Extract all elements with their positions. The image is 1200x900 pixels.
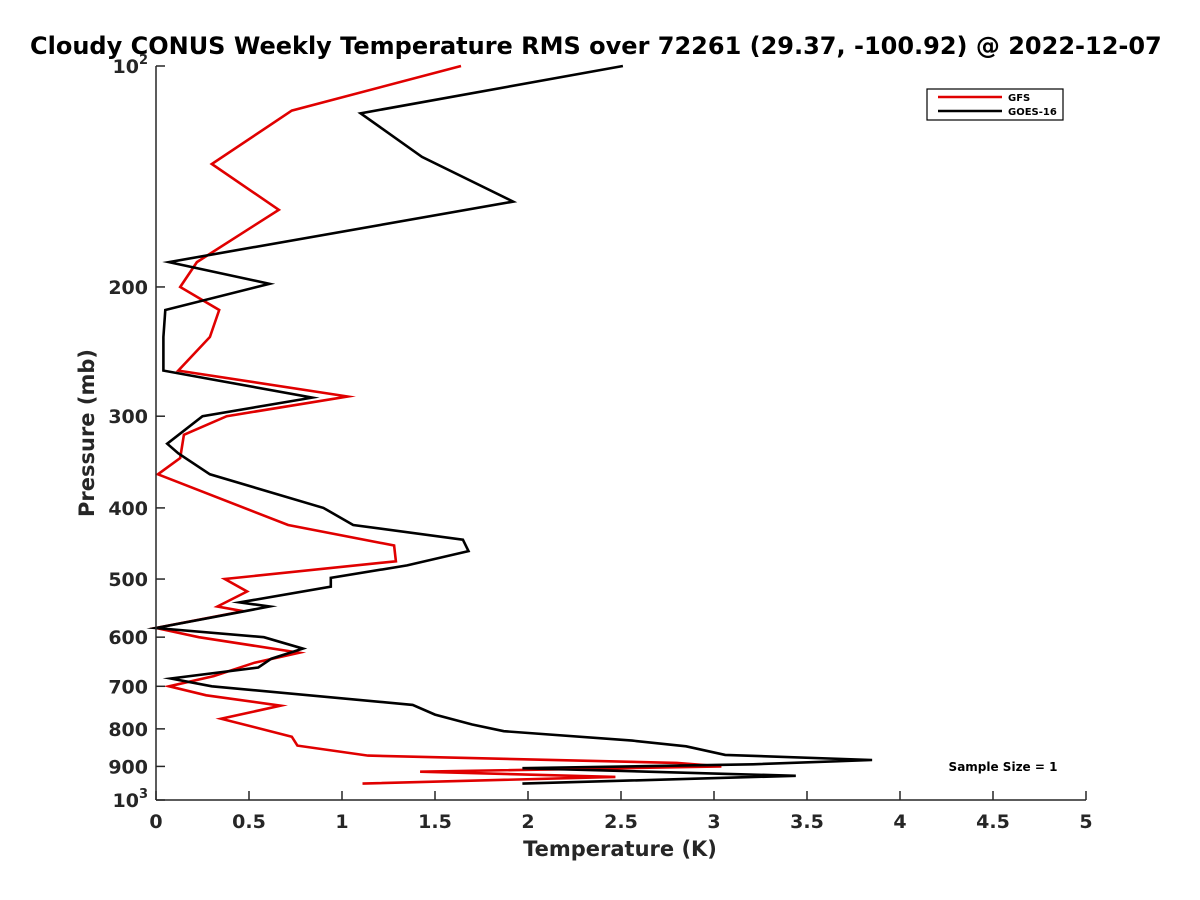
legend: GFS GOES-16 [926, 88, 1064, 121]
x-tick-label: 3 [707, 811, 720, 833]
y-tick-label: 800 [108, 719, 148, 741]
y-tick-label: 200 [108, 277, 148, 299]
x-axis-label: Temperature (K) [523, 837, 717, 861]
x-tick-label: 2.5 [604, 811, 638, 833]
x-tick-label: 0 [149, 811, 162, 833]
x-tick-label: 0.5 [232, 811, 266, 833]
y-tick-label: 300 [108, 406, 148, 428]
x-tick-label: 3.5 [790, 811, 824, 833]
x-tick-label: 4 [893, 811, 906, 833]
x-tick-label: 1 [335, 811, 348, 833]
y-tick-label: 700 [108, 676, 148, 698]
plot-area: 0 0.5 1 1.5 2 2.5 3 3.5 4 4.5 5 102 200 300 400 500 600 7… [108, 53, 1092, 833]
y-tick-label: 900 [108, 756, 148, 778]
y-tick-label: 103 [113, 787, 149, 812]
axes-layer: 0 0.5 1 1.5 2 2.5 3 3.5 4 4.5 5 102 200 300 400 500 600 7… [108, 53, 1092, 833]
y-axis-label: Pressure (mb) [75, 349, 99, 517]
x-tick-label: 5 [1079, 811, 1092, 833]
legend-label-gfs: GFS [1008, 93, 1030, 104]
series-line-gfs [149, 64, 722, 785]
y-tick-label: 102 [113, 53, 149, 78]
y-tick-label: 600 [108, 627, 148, 649]
series-layer [146, 64, 873, 785]
y-tick-label: 500 [108, 569, 148, 591]
sample-size-annotation: Sample Size = 1 [949, 760, 1058, 774]
legend-label-goes-16: GOES-16 [1008, 107, 1057, 118]
x-tick-label: 1.5 [418, 811, 452, 833]
y-tick-label: 400 [108, 498, 148, 520]
series-line-goes-16 [146, 64, 873, 785]
x-tick-label: 4.5 [976, 811, 1010, 833]
legend-box [926, 88, 1064, 121]
x-tick-label: 2 [521, 811, 534, 833]
chart-title: Cloudy CONUS Weekly Temperature RMS over… [30, 32, 1162, 60]
